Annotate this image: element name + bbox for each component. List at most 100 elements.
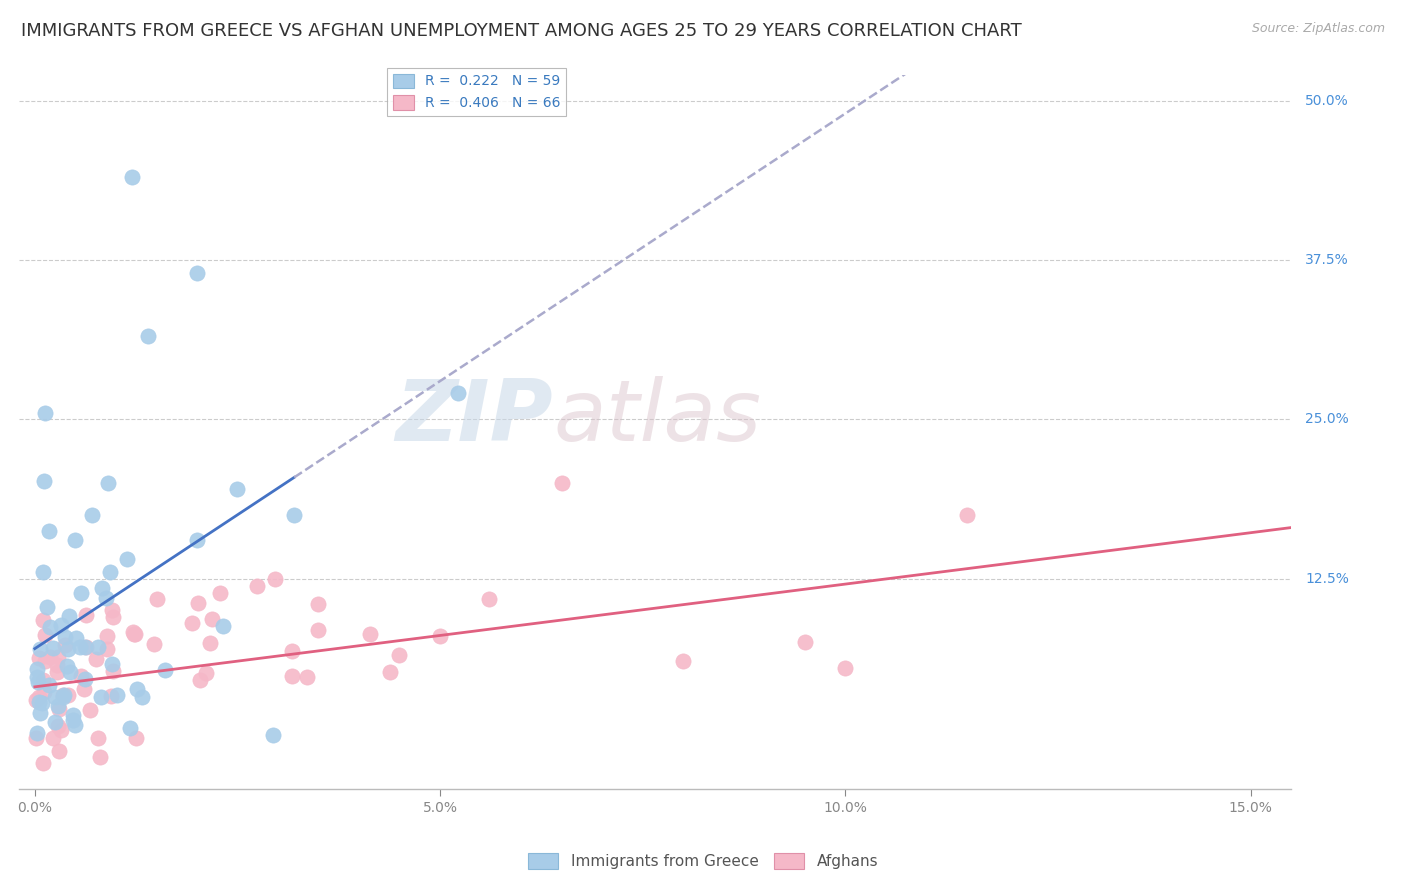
Point <box>70 668 93 682</box>
Point <box>65 718 87 732</box>
Point <box>34 654 56 668</box>
Point <box>378 665 401 679</box>
Point <box>31 565 53 579</box>
Point <box>122 625 145 640</box>
Point <box>42 640 65 655</box>
Point <box>90 581 112 595</box>
Point <box>672 654 695 668</box>
Point <box>48 702 70 716</box>
Point <box>281 644 304 658</box>
Point <box>180 616 202 631</box>
Point <box>39 650 62 665</box>
Point <box>24 731 46 745</box>
Point <box>212 619 235 633</box>
Point <box>186 266 208 280</box>
Point <box>550 475 572 490</box>
Point <box>103 610 125 624</box>
Point <box>31 673 53 687</box>
Point <box>46 665 69 680</box>
Point <box>120 721 142 735</box>
Point <box>264 572 287 586</box>
Point <box>52 688 75 702</box>
Point <box>94 591 117 605</box>
Point <box>58 688 80 702</box>
Point <box>308 597 330 611</box>
Point <box>101 602 124 616</box>
Text: 12.5%: 12.5% <box>1305 572 1348 585</box>
Point <box>34 407 56 421</box>
Point <box>30 641 52 656</box>
Point <box>75 608 97 623</box>
Text: 37.5%: 37.5% <box>1305 253 1348 267</box>
Point <box>75 640 97 654</box>
Point <box>46 657 69 672</box>
Point <box>58 641 80 656</box>
Point <box>44 690 66 705</box>
Point <box>59 665 82 679</box>
Point <box>32 756 55 771</box>
Point <box>46 699 69 714</box>
Point <box>96 629 118 643</box>
Point <box>73 672 96 686</box>
Point <box>31 613 53 627</box>
Point <box>62 713 84 727</box>
Point <box>27 670 49 684</box>
Point <box>308 623 330 637</box>
Point <box>58 608 80 623</box>
Text: 25.0%: 25.0% <box>1305 412 1348 426</box>
Point <box>478 592 501 607</box>
Point <box>89 750 111 764</box>
Point <box>52 690 75 704</box>
Point <box>30 706 52 721</box>
Point <box>27 695 49 709</box>
Point <box>24 693 46 707</box>
Point <box>48 743 70 757</box>
Point <box>84 651 107 665</box>
Legend: R =  0.222   N = 59, R =  0.406   N = 66: R = 0.222 N = 59, R = 0.406 N = 66 <box>388 68 567 116</box>
Point <box>283 508 305 522</box>
Point <box>46 719 69 733</box>
Point <box>200 612 222 626</box>
Point <box>70 586 93 600</box>
Text: 50.0%: 50.0% <box>1305 94 1348 108</box>
Point <box>87 640 110 654</box>
Point <box>146 591 169 606</box>
Point <box>142 637 165 651</box>
Point <box>281 669 304 683</box>
Point <box>96 641 118 656</box>
Point <box>56 659 79 673</box>
Point <box>35 600 58 615</box>
Point <box>246 579 269 593</box>
Point <box>34 685 56 699</box>
Point <box>87 731 110 745</box>
Point <box>53 638 76 652</box>
Point <box>49 617 72 632</box>
Point <box>195 666 218 681</box>
Point <box>101 657 124 671</box>
Point <box>65 631 87 645</box>
Point <box>28 690 51 705</box>
Point <box>31 696 53 710</box>
Point <box>25 662 48 676</box>
Point <box>25 725 48 739</box>
Point <box>136 329 159 343</box>
Point <box>124 731 146 745</box>
Point <box>209 586 232 600</box>
Point <box>41 731 63 745</box>
Point <box>198 636 221 650</box>
Point <box>73 681 96 696</box>
Point <box>124 627 146 641</box>
Point <box>97 475 120 490</box>
Point <box>34 628 56 642</box>
Point <box>80 508 103 522</box>
Point <box>793 635 815 649</box>
Point <box>39 620 62 634</box>
Text: atlas: atlas <box>553 376 761 459</box>
Point <box>27 674 49 689</box>
Point <box>117 552 139 566</box>
Text: Source: ZipAtlas.com: Source: ZipAtlas.com <box>1251 22 1385 36</box>
Point <box>100 690 122 704</box>
Point <box>429 629 451 643</box>
Text: IMMIGRANTS FROM GREECE VS AFGHAN UNEMPLOYMENT AMONG AGES 25 TO 29 YEARS CORRELAT: IMMIGRANTS FROM GREECE VS AFGHAN UNEMPLO… <box>21 22 1022 40</box>
Point <box>359 627 381 641</box>
